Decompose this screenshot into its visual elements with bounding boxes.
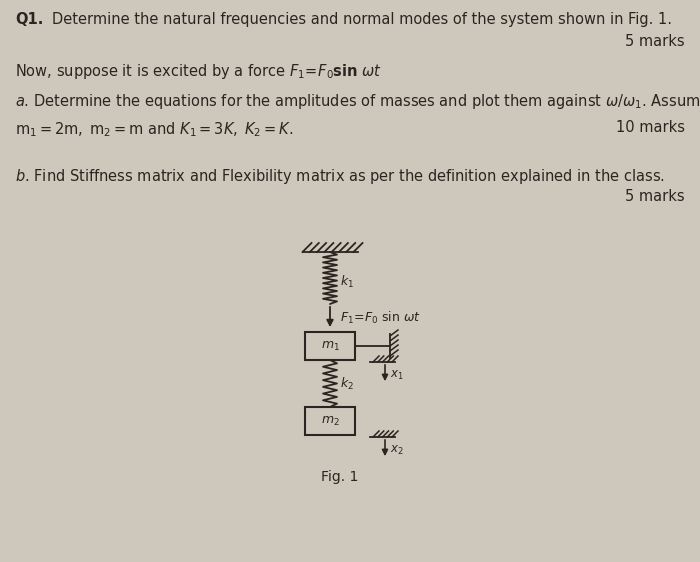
Text: $F_1\!=\!F_0$ sin $\omega t$: $F_1\!=\!F_0$ sin $\omega t$ [340, 310, 421, 326]
Bar [305, 332, 355, 360]
Text: $\it{b}$. Find Stiffness matrix and Flexibility matrix as per the definition exp: $\it{b}$. Find Stiffness matrix and Flex… [15, 167, 665, 186]
Text: Now, suppose it is excited by a force $F_1\!=\!F_0\mathbf{sin}\;\omega t$: Now, suppose it is excited by a force $F… [15, 62, 382, 81]
Text: 5 marks: 5 marks [625, 189, 685, 204]
Text: 5 marks: 5 marks [625, 34, 685, 49]
Text: $x_2$: $x_2$ [390, 443, 404, 456]
Text: $k_1$: $k_1$ [340, 274, 354, 290]
Text: $m_2$: $m_2$ [321, 414, 340, 428]
Bar [305, 407, 355, 435]
Text: Fig. 1: Fig. 1 [321, 470, 358, 484]
Text: 10 marks: 10 marks [616, 120, 685, 135]
Text: $\mathrm{m_1=2m,\;m_2=m}$ and $K_1=3K,\;K_2=K.$: $\mathrm{m_1=2m,\;m_2=m}$ and $K_1=3K,\;… [15, 120, 293, 139]
Text: $x_1$: $x_1$ [390, 369, 404, 382]
Text: Q1.: Q1. [15, 12, 43, 27]
Text: $k_2$: $k_2$ [340, 375, 354, 392]
Text: $m_1$: $m_1$ [321, 339, 340, 352]
Text: Determine the natural frequencies and normal modes of the system shown in Fig. 1: Determine the natural frequencies and no… [52, 12, 672, 27]
Text: $\it{a}$. Determine the equations for the amplitudes of masses and plot them aga: $\it{a}$. Determine the equations for th… [15, 92, 700, 111]
